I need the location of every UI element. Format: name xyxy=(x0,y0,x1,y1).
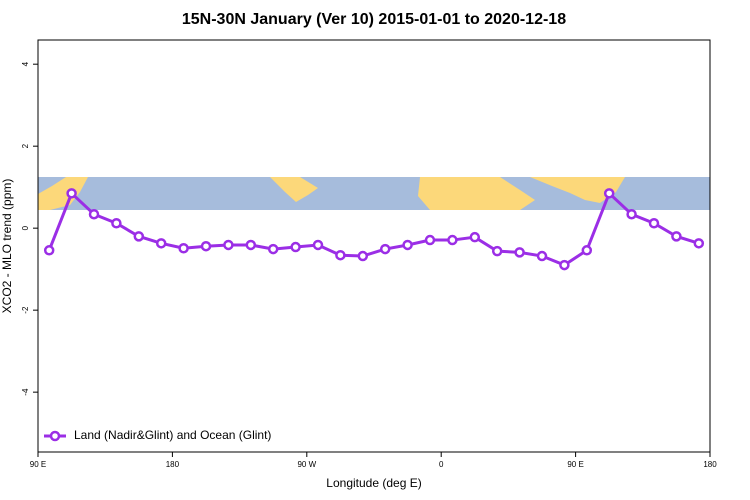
data-point xyxy=(312,239,324,251)
chart-title: 15N-30N January (Ver 10) 2015-01-01 to 2… xyxy=(182,11,566,28)
x-tick-label: 180 xyxy=(166,460,180,469)
data-point xyxy=(402,239,413,251)
x-tick-label: 90 E xyxy=(567,460,583,469)
data-point xyxy=(66,188,77,199)
x-axis-label: Longitude (deg E) xyxy=(326,476,421,490)
y-tick-label: -4 xyxy=(21,388,30,396)
x-tick-label: 90 W xyxy=(297,460,316,469)
data-point xyxy=(514,247,525,258)
legend-label: Land (Nadir&Glint) and Ocean (Glint) xyxy=(74,428,271,442)
data-point xyxy=(671,231,682,242)
data-point xyxy=(245,239,257,251)
data-point xyxy=(469,231,481,243)
data-point xyxy=(290,241,301,253)
data-point xyxy=(536,250,548,262)
data-point xyxy=(379,243,391,255)
x-tick-label: 90 E xyxy=(30,460,46,469)
data-point xyxy=(200,240,212,252)
data-point xyxy=(223,239,234,251)
x-tick-label: 180 xyxy=(703,460,717,469)
data-point xyxy=(626,208,637,220)
data-point xyxy=(335,249,346,261)
y-axis-label: XCO2 - MLO trend (ppm) xyxy=(0,179,14,314)
map-band xyxy=(38,177,710,210)
data-point xyxy=(581,245,593,256)
data-point xyxy=(693,238,705,249)
data-point xyxy=(88,208,100,220)
data-point xyxy=(648,217,660,229)
data-point xyxy=(491,245,503,257)
data-point xyxy=(155,238,167,249)
y-tick-label: -2 xyxy=(21,306,30,314)
data-point xyxy=(357,250,369,262)
x-tick-label: 0 xyxy=(439,460,444,469)
y-tick-label: 2 xyxy=(21,143,30,148)
y-tick-label: 0 xyxy=(21,225,30,230)
data-point xyxy=(447,234,458,246)
data-point xyxy=(111,217,122,229)
data-point xyxy=(559,259,570,271)
data-point xyxy=(424,234,436,246)
y-tick-label: 4 xyxy=(21,61,30,66)
data-point xyxy=(603,188,615,199)
data-point xyxy=(133,231,145,242)
data-point xyxy=(43,245,55,256)
plot-frame xyxy=(37,39,711,453)
data-point xyxy=(178,243,189,254)
data-point xyxy=(267,243,279,255)
legend-marker xyxy=(49,430,61,442)
